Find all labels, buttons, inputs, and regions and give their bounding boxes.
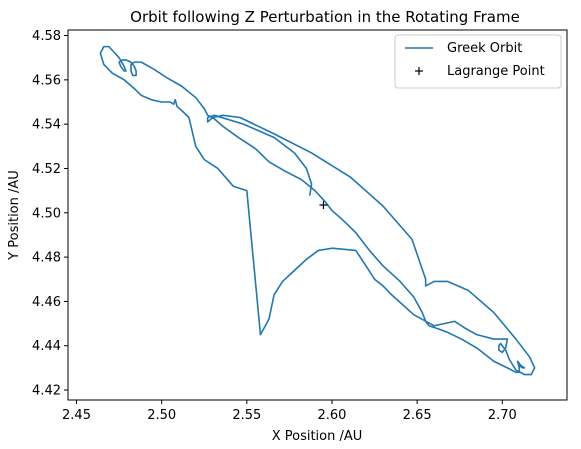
x-tick-label: 2.55 <box>232 408 261 423</box>
legend: Greek Orbit Lagrange Point <box>394 34 562 89</box>
y-tick-label: 4.54 <box>32 118 61 133</box>
y-tick-label: 4.56 <box>32 73 61 88</box>
legend-frame <box>394 34 562 89</box>
x-axis: 2.45 2.50 2.55 2.60 2.65 2.70 <box>62 400 517 423</box>
y-axis-label: Y Position /AU <box>7 170 22 261</box>
chart-title: Orbit following Z Perturbation in the Ro… <box>130 8 520 26</box>
y-tick-label: 4.42 <box>32 384 61 399</box>
y-tick-label: 4.48 <box>32 251 61 266</box>
x-axis-label: X Position /AU <box>272 429 363 444</box>
x-tick-label: 2.60 <box>317 408 346 423</box>
x-tick-label: 2.70 <box>488 408 517 423</box>
y-tick-label: 4.58 <box>32 29 61 44</box>
y-tick-label: 4.46 <box>32 295 61 310</box>
x-tick-label: 2.50 <box>147 408 176 423</box>
axes-frame <box>67 29 568 401</box>
legend-label-greek-orbit: Greek Orbit <box>447 41 522 56</box>
greek-orbit-line <box>99 45 536 376</box>
y-tick-label: 4.50 <box>32 206 61 221</box>
lagrange-point-marker <box>319 201 328 210</box>
y-tick-label: 4.52 <box>32 162 61 177</box>
legend-label-lagrange-point: Lagrange Point <box>447 64 545 79</box>
y-axis: 4.42 4.44 4.46 4.48 4.50 4.52 4.54 4.56 4.58 <box>32 29 68 399</box>
x-tick-label: 2.45 <box>62 408 91 423</box>
legend-swatch-lagrange-point <box>415 67 423 75</box>
x-tick-label: 2.65 <box>403 408 432 423</box>
plot-area <box>67 29 568 401</box>
y-tick-label: 4.44 <box>32 339 61 354</box>
